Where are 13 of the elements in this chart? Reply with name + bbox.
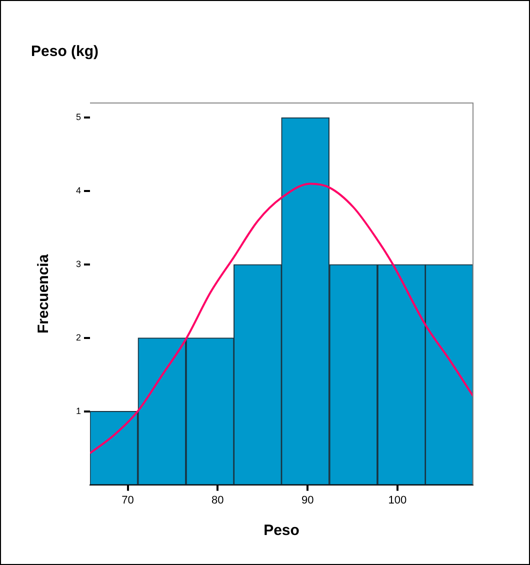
y-tick-label: 2	[76, 332, 82, 342]
x-tick-label: 90	[301, 494, 314, 506]
y-tick-label: 3	[76, 259, 82, 270]
x-tick-label: 100	[388, 494, 407, 506]
x-tick-label: 80	[212, 494, 224, 506]
x-tick-label: 70	[122, 494, 134, 506]
y-tick-label: 1	[76, 406, 82, 416]
line-series	[90, 182, 473, 454]
y-tick-label: 5	[76, 112, 82, 122]
y-tick-label: 4	[76, 186, 82, 196]
chart-title: Peso (kg)	[31, 43, 99, 60]
x-axis-title: Peso	[264, 522, 300, 540]
y-axis-title: Frecuencia	[35, 254, 52, 334]
